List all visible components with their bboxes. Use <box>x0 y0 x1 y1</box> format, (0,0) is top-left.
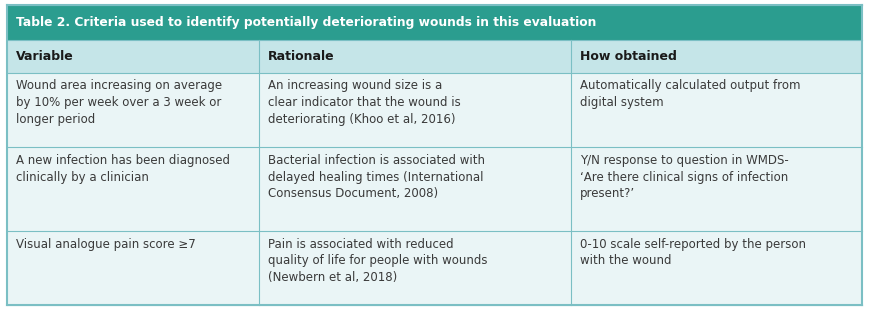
Text: delayed healing times (International: delayed healing times (International <box>268 171 483 184</box>
Text: Visual analogue pain score ≥7: Visual analogue pain score ≥7 <box>16 237 196 250</box>
Text: deteriorating (Khoo et al, 2016): deteriorating (Khoo et al, 2016) <box>268 113 455 126</box>
Bar <box>7 147 259 231</box>
Text: Pain is associated with reduced: Pain is associated with reduced <box>268 237 454 250</box>
Text: clinically by a clinician: clinically by a clinician <box>16 171 149 184</box>
Text: 0-10 scale self-reported by the person: 0-10 scale self-reported by the person <box>580 237 806 250</box>
Bar <box>571 73 862 147</box>
Text: Table 2. Criteria used to identify potentially deteriorating wounds in this eval: Table 2. Criteria used to identify poten… <box>16 16 596 29</box>
Bar <box>7 73 259 147</box>
Text: digital system: digital system <box>580 96 664 109</box>
Text: clear indicator that the wound is: clear indicator that the wound is <box>268 96 461 109</box>
Bar <box>7 231 259 305</box>
Text: Y/N response to question in WMDS-: Y/N response to question in WMDS- <box>580 154 789 167</box>
Text: Wound area increasing on average: Wound area increasing on average <box>16 79 222 92</box>
Bar <box>259 231 571 305</box>
Text: How obtained: How obtained <box>580 50 677 63</box>
Text: longer period: longer period <box>16 113 95 126</box>
Text: Consensus Document, 2008): Consensus Document, 2008) <box>268 188 438 201</box>
Bar <box>571 40 862 73</box>
Text: present?’: present?’ <box>580 188 635 201</box>
Text: with the wound: with the wound <box>580 254 672 267</box>
Text: quality of life for people with wounds: quality of life for people with wounds <box>268 254 488 267</box>
Text: Automatically calculated output from: Automatically calculated output from <box>580 79 800 92</box>
Text: (Newbern et al, 2018): (Newbern et al, 2018) <box>268 271 397 284</box>
Text: An increasing wound size is a: An increasing wound size is a <box>268 79 442 92</box>
Text: A new infection has been diagnosed: A new infection has been diagnosed <box>16 154 229 167</box>
Text: by 10% per week over a 3 week or: by 10% per week over a 3 week or <box>16 96 221 109</box>
Bar <box>259 73 571 147</box>
Text: Variable: Variable <box>16 50 73 63</box>
Bar <box>571 231 862 305</box>
Bar <box>7 5 862 40</box>
Bar <box>259 40 571 73</box>
Bar <box>259 147 571 231</box>
Bar <box>7 40 259 73</box>
Text: Rationale: Rationale <box>268 50 335 63</box>
Text: ‘Are there clinical signs of infection: ‘Are there clinical signs of infection <box>580 171 788 184</box>
Bar <box>571 147 862 231</box>
Text: Bacterial infection is associated with: Bacterial infection is associated with <box>268 154 485 167</box>
